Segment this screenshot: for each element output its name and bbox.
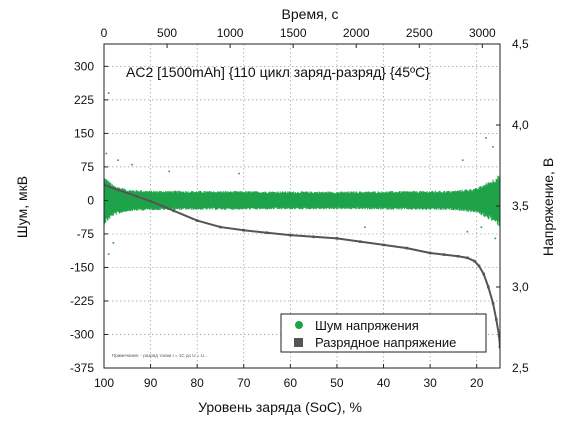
noise-outlier-point <box>107 253 110 255</box>
y2-tick-label: 3,5 <box>512 199 529 213</box>
y-tick-label: -225 <box>70 294 94 308</box>
y-tick-label: -150 <box>70 260 94 274</box>
noise-outlier-point <box>364 226 366 229</box>
x-tick-label: 80 <box>190 376 204 390</box>
voltage-point <box>135 194 138 198</box>
top-axis: 0 500 1000 1500 2000 2500 3000 <box>101 26 496 48</box>
noise-outlier-point <box>238 172 240 175</box>
voltage-point <box>466 256 469 260</box>
noise-outlier-point <box>112 242 115 244</box>
voltage-point <box>219 225 222 229</box>
x-tick-label: 100 <box>94 376 114 390</box>
voltage-point <box>497 334 500 337</box>
voltage-point <box>442 253 446 256</box>
right-axis: 2,5 3,0 3,5 4,0 4,5 <box>496 37 529 375</box>
y2-tick-label: 2,5 <box>512 361 529 375</box>
legend-box <box>280 313 487 353</box>
voltage-point <box>491 301 495 305</box>
voltage-point <box>456 254 460 258</box>
noise-outlier-point <box>107 92 110 94</box>
x-tick-label: 40 <box>377 376 391 390</box>
voltage-point <box>487 285 490 289</box>
voltage-point <box>477 264 481 268</box>
bottom-axis: 100 90 80 70 60 50 40 30 20 <box>94 364 484 390</box>
noise-outlier-point <box>168 170 171 173</box>
footnote: Примечание: - разряд током I = 1C до U =… <box>112 353 208 358</box>
voltage-point <box>116 188 120 192</box>
y-tick-label: 150 <box>74 126 94 140</box>
x2-tick-label: 1500 <box>280 26 307 40</box>
y-tick-label: -375 <box>70 361 94 375</box>
y-axis-title: Шум, мкВ <box>14 176 30 238</box>
x2-tick-label: 1000 <box>217 26 244 40</box>
noise-outlier-point <box>485 137 487 139</box>
noise-outlier-point <box>492 145 494 148</box>
x-tick-label: 20 <box>470 376 484 390</box>
x-tick-label: 70 <box>237 376 251 390</box>
y2-tick-label: 4,5 <box>512 37 529 51</box>
voltage-series <box>104 183 500 349</box>
voltage-point <box>405 246 409 250</box>
y-tick-label: 225 <box>74 93 94 107</box>
legend-noise-marker <box>295 321 303 329</box>
noise-outlier-point <box>105 152 108 155</box>
voltage-point <box>382 243 385 247</box>
noise-outlier-point <box>117 159 119 161</box>
voltage-point <box>195 219 199 222</box>
voltage-point <box>335 237 339 240</box>
voltage-point <box>149 199 152 203</box>
y-tick-label: -300 <box>70 327 94 341</box>
x-tick-label: 90 <box>144 376 158 390</box>
left-axis: 300 225 150 75 0 -75 -150 -225 -300 -375 <box>70 59 108 375</box>
x2-tick-label: 500 <box>157 26 177 40</box>
legend: Шум напряжения Разрядное напряжение <box>280 313 487 353</box>
y-tick-label: 75 <box>81 160 95 174</box>
x-tick-label: 60 <box>284 376 298 390</box>
voltage-point <box>473 259 476 263</box>
legend-noise-label: Шум напряжения <box>315 318 419 333</box>
voltage-point <box>482 272 485 276</box>
voltage-point <box>498 345 500 349</box>
noise-outlier-point <box>466 230 469 233</box>
voltage-point <box>104 183 106 187</box>
y2-tick-label: 3,0 <box>512 280 529 294</box>
voltage-point <box>289 233 292 237</box>
x-tick-label: 50 <box>330 376 344 390</box>
legend-voltage-marker <box>294 338 303 347</box>
noise-outlier-point <box>131 163 133 166</box>
noise-outlier-point <box>480 226 483 229</box>
x-axis-title: Уровень заряда (SoC), % <box>198 399 362 415</box>
voltage-point <box>242 229 246 232</box>
x-tick-label: 30 <box>423 376 437 390</box>
voltage-point <box>265 231 269 235</box>
chart-title: AC2 [1500mAh] {110 цикл заряд-разряд} {4… <box>126 64 430 80</box>
y-tick-label: 0 <box>87 193 94 207</box>
noise-outlier-point <box>494 237 497 240</box>
x2-tick-label: 0 <box>101 26 108 40</box>
voltage-point <box>494 318 498 321</box>
y2-tick-label: 4,0 <box>512 118 529 132</box>
x2-tick-label: 2000 <box>343 26 370 40</box>
x2-axis-title: Время, с <box>282 6 339 22</box>
voltage-point <box>428 251 432 255</box>
voltage-point <box>358 240 362 243</box>
legend-voltage-label: Разрядное напряжение <box>315 335 456 350</box>
noise-outlier-point <box>461 159 464 161</box>
voltage-point <box>312 235 315 239</box>
voltage-point <box>172 209 176 213</box>
y-tick-label: -75 <box>77 227 95 241</box>
y2-axis-title: Напряжение, В <box>540 158 556 256</box>
y-tick-label: 300 <box>74 59 94 73</box>
x2-tick-label: 3000 <box>469 26 496 40</box>
x2-tick-label: 2500 <box>406 26 433 40</box>
